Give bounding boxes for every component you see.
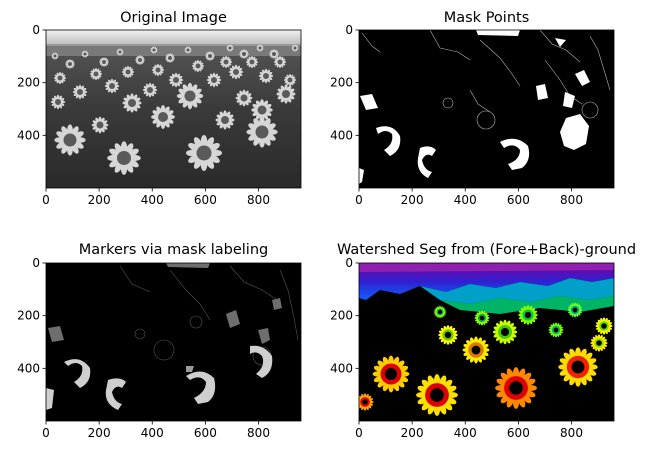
y-tick-label: 200 bbox=[17, 76, 40, 90]
image-watershed bbox=[356, 263, 614, 421]
segment bbox=[549, 323, 564, 338]
x-tick-label: 400 bbox=[454, 193, 477, 207]
y-tick-label: 0 bbox=[345, 256, 353, 270]
x-tick-label: 200 bbox=[88, 426, 111, 440]
y-tick-label: 0 bbox=[345, 23, 353, 37]
x-tick-label: 600 bbox=[194, 426, 217, 440]
y-tick-label: 400 bbox=[330, 128, 353, 142]
panel-original: Original Image 0 200 400 600 800 0 200 400 bbox=[17, 10, 301, 207]
x-tick-label: 800 bbox=[560, 426, 583, 440]
x-tick-label: 400 bbox=[141, 193, 164, 207]
y-tick-label: 200 bbox=[330, 76, 353, 90]
x-tick-label: 600 bbox=[507, 426, 530, 440]
panel-mask-points: Mask Points bbox=[330, 10, 614, 207]
y-tick-label: 0 bbox=[32, 256, 40, 270]
x-tick-label: 200 bbox=[401, 193, 424, 207]
y-tick-label: 200 bbox=[330, 309, 353, 323]
x-tick-label: 600 bbox=[507, 193, 530, 207]
segment bbox=[493, 320, 518, 345]
segment bbox=[462, 336, 489, 363]
x-tick-label: 200 bbox=[88, 193, 111, 207]
image-mask-points bbox=[359, 30, 614, 188]
segment bbox=[518, 305, 538, 325]
x-tick-label: 200 bbox=[401, 426, 424, 440]
segment bbox=[495, 367, 537, 409]
x-tick-label: 0 bbox=[42, 193, 50, 207]
y-tick-label: 200 bbox=[17, 309, 40, 323]
panel-title: Markers via mask labeling bbox=[79, 242, 268, 258]
x-tick-label: 600 bbox=[194, 193, 217, 207]
x-tick-label: 400 bbox=[454, 426, 477, 440]
segment bbox=[590, 334, 607, 351]
segment bbox=[373, 356, 410, 393]
panel-title: Mask Points bbox=[444, 10, 530, 26]
x-tick-label: 800 bbox=[247, 193, 270, 207]
x-tick-label: 0 bbox=[42, 426, 50, 440]
segment bbox=[438, 325, 458, 345]
panel-watershed: Watershed Seg from (Fore+Back)-ground 0 2… bbox=[330, 242, 636, 440]
image-markers bbox=[46, 263, 301, 421]
y-tick-label: 0 bbox=[32, 23, 40, 37]
x-tick-label: 400 bbox=[141, 426, 164, 440]
y-tick-label: 400 bbox=[17, 128, 40, 142]
panel-markers: Markers via mask labeling bbox=[17, 242, 301, 440]
segment bbox=[475, 311, 490, 326]
y-tick-label: 400 bbox=[330, 361, 353, 375]
x-tick-label: 0 bbox=[355, 426, 363, 440]
segment bbox=[595, 317, 612, 334]
panel-title: Watershed Seg from (Fore+Back)-ground bbox=[337, 242, 636, 258]
segment bbox=[568, 303, 583, 318]
image-original bbox=[46, 30, 301, 188]
segment bbox=[558, 347, 597, 386]
x-tick-label: 0 bbox=[355, 193, 363, 207]
segment bbox=[416, 374, 458, 416]
y-tick-label: 400 bbox=[17, 361, 40, 375]
x-tick-label: 800 bbox=[560, 193, 583, 207]
segment bbox=[434, 306, 446, 318]
panel-title: Original Image bbox=[120, 10, 227, 26]
x-tick-label: 800 bbox=[247, 426, 270, 440]
